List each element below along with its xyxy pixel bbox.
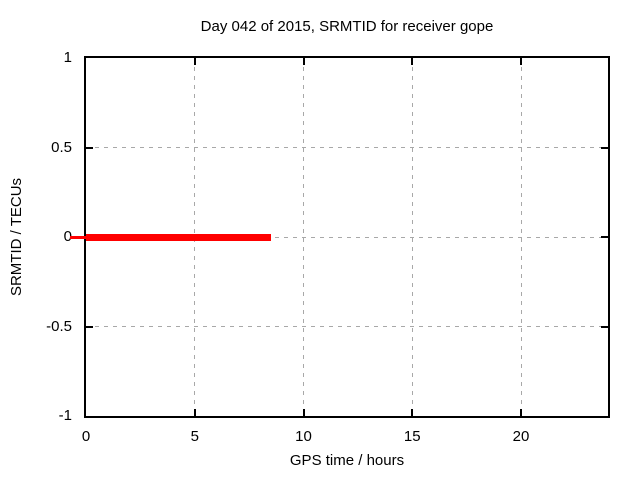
- tick-mark-top: [411, 58, 414, 65]
- x-tick-label: 20: [512, 428, 530, 445]
- gridline-horizontal: [86, 147, 608, 148]
- x-tick-label: 0: [81, 428, 91, 445]
- plot-area: 0 5 10 15 20 -1 -0.5 0 0.5 1: [46, 49, 610, 445]
- tick-mark-bottom: [520, 409, 522, 416]
- tick-mark-left: [86, 325, 93, 328]
- tick-mark-top: [193, 58, 196, 65]
- chart-title: Day 042 of 2015, SRMTID for receiver gop…: [200, 18, 494, 35]
- tick-mark-right: [601, 236, 608, 238]
- tick-mark-right: [601, 146, 608, 149]
- tick-mark-top: [520, 58, 522, 65]
- y-tick-label: 0.5: [51, 138, 72, 156]
- tick-mark-bottom: [411, 409, 414, 416]
- tick-mark-bottom: [193, 409, 196, 416]
- tick-mark-right: [601, 325, 608, 328]
- gridline-horizontal: [86, 326, 608, 327]
- y-tick-label: 1: [63, 49, 72, 66]
- y-tick-label: -1: [58, 407, 72, 424]
- x-tick-label: 10: [295, 428, 312, 445]
- x-tick-label: 15: [403, 428, 421, 445]
- left-axis-zero-marker: [70, 235, 86, 239]
- tick-mark-top: [302, 58, 305, 65]
- x-axis-label: GPS time / hours: [289, 452, 405, 469]
- tick-mark-bottom: [302, 409, 305, 416]
- x-tick-label: 5: [190, 428, 199, 445]
- series-line-srmtid: [86, 233, 271, 241]
- y-tick-label: -0.5: [46, 317, 72, 335]
- tick-mark-left: [86, 146, 93, 149]
- gridline-horizontal: [86, 236, 608, 238]
- y-tick-label: 0: [63, 228, 72, 245]
